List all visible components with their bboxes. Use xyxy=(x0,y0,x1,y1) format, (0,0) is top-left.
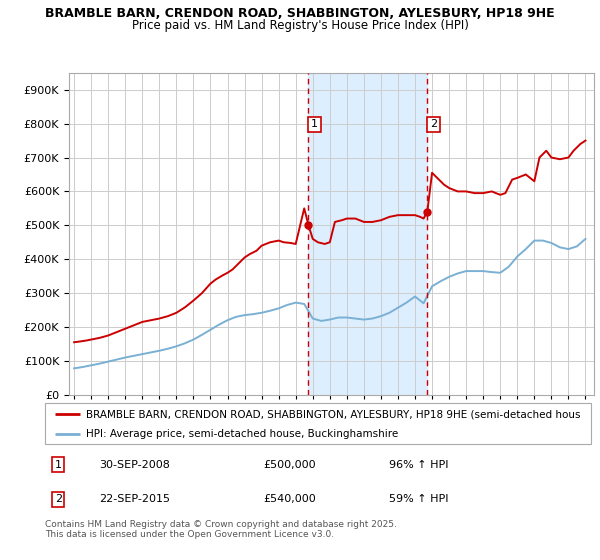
Text: Price paid vs. HM Land Registry's House Price Index (HPI): Price paid vs. HM Land Registry's House … xyxy=(131,19,469,32)
Text: 22-SEP-2015: 22-SEP-2015 xyxy=(100,494,170,504)
Text: BRAMBLE BARN, CRENDON ROAD, SHABBINGTON, AYLESBURY, HP18 9HE (semi-detached hous: BRAMBLE BARN, CRENDON ROAD, SHABBINGTON,… xyxy=(86,409,580,419)
Text: 96% ↑ HPI: 96% ↑ HPI xyxy=(389,460,448,470)
Text: 1: 1 xyxy=(55,460,62,470)
Text: BRAMBLE BARN, CRENDON ROAD, SHABBINGTON, AYLESBURY, HP18 9HE: BRAMBLE BARN, CRENDON ROAD, SHABBINGTON,… xyxy=(45,7,555,20)
Text: £540,000: £540,000 xyxy=(263,494,316,504)
Text: Contains HM Land Registry data © Crown copyright and database right 2025.
This d: Contains HM Land Registry data © Crown c… xyxy=(45,520,397,539)
Text: 2: 2 xyxy=(55,494,62,504)
Text: HPI: Average price, semi-detached house, Buckinghamshire: HPI: Average price, semi-detached house,… xyxy=(86,429,398,439)
Text: 30-SEP-2008: 30-SEP-2008 xyxy=(100,460,170,470)
Text: 59% ↑ HPI: 59% ↑ HPI xyxy=(389,494,448,504)
Text: £500,000: £500,000 xyxy=(263,460,316,470)
Text: 2: 2 xyxy=(430,119,437,129)
Text: 1: 1 xyxy=(311,119,318,129)
Bar xyxy=(308,73,427,395)
